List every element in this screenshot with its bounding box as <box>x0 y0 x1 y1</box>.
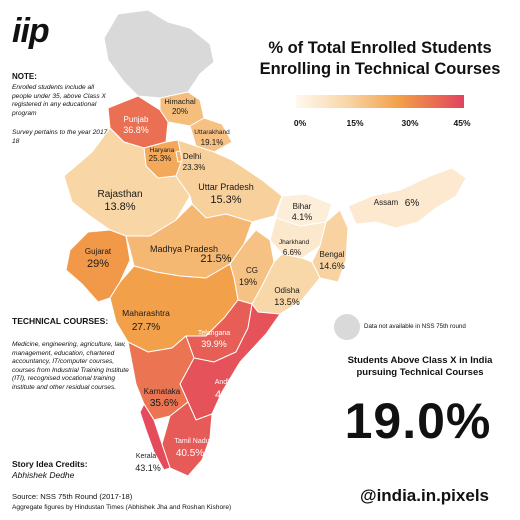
headline-stat-value: 19.0% <box>344 393 492 449</box>
source-note: Source: NSS 75th Round (2017-18) <box>12 492 133 501</box>
label-mp-name: Madhya Pradesh <box>150 244 218 254</box>
no-data-label: Data not available in NSS 75th round <box>364 323 466 330</box>
technical-courses-text: Medicine, engineering, agriculture, law,… <box>12 341 129 391</box>
aggregate-note: Aggregate figures by Hindustan Times (Ab… <box>12 504 232 511</box>
label-uttarakhand-value: 19.1% <box>201 138 224 147</box>
region-kashmir-no-data <box>103 9 215 99</box>
label-karnataka-value: 35.6% <box>150 398 178 409</box>
label-odisha-value: 13.5% <box>274 297 300 307</box>
label-up-value: 15.3% <box>210 194 241 206</box>
label-maharashtra-name: Maharashtra <box>122 308 170 318</box>
label-odisha-name: Odisha <box>274 286 300 295</box>
label-bihar-value: 4.1% <box>292 212 313 222</box>
label-delhi-name: Delhi <box>183 152 201 161</box>
label-kerala-value: 43.1% <box>135 463 161 473</box>
legend-tick-0: 0% <box>293 118 307 128</box>
label-cg-value: 19% <box>239 277 257 287</box>
label-telangana-name: Telangana <box>198 330 230 337</box>
note-heading: NOTE: <box>12 72 37 81</box>
label-rajasthan-name: Rajasthan <box>97 189 142 200</box>
no-data-swatch <box>334 314 360 340</box>
legend-tick-45: 45% <box>453 118 471 128</box>
label-cg-name: CG <box>246 266 258 275</box>
label-bengal-name: Bengal <box>320 250 345 259</box>
region-bengal <box>311 209 349 283</box>
label-bengal-value: 14.6% <box>319 261 345 271</box>
label-tamil-nadu-name: Tamil Nadu <box>174 438 209 445</box>
label-karnataka-name: Karnataka <box>144 387 181 396</box>
label-telangana-value: 39.9% <box>201 339 227 349</box>
label-up-name: Uttar Pradesh <box>198 182 254 192</box>
label-assam-name: Assam <box>374 198 399 207</box>
label-andhra-name: Andhra <box>215 379 238 386</box>
map-title: % of Total Enrolled Students Enrolling i… <box>259 39 501 78</box>
label-gujarat-name: Gujarat <box>85 247 112 256</box>
headline-stat-label: Students Above Class X in India pursuing… <box>347 355 493 378</box>
brand-handle: @india.in.pixels <box>360 486 489 505</box>
label-uttarakhand-name: Uttarakhand <box>194 129 230 136</box>
region-karnataka <box>127 335 195 421</box>
label-assam-value: 6% <box>405 198 420 209</box>
label-punjab-value: 36.8% <box>123 125 149 135</box>
label-haryana-name: Haryana <box>150 147 175 154</box>
legend-tick-15: 15% <box>346 118 364 128</box>
label-himachal-value: 20% <box>172 107 188 116</box>
label-andhra-value: 42% <box>215 389 237 401</box>
legend-gradient <box>296 95 464 108</box>
credits-name: Abhishek Dedhe <box>12 470 75 480</box>
label-jharkhand-value: 6.6% <box>283 248 301 257</box>
label-punjab-name: Punjab <box>124 115 149 124</box>
region-assam <box>347 167 467 229</box>
label-maharashtra-value: 27.7% <box>132 322 160 333</box>
label-mp-value: 21.5% <box>200 253 231 265</box>
region-jharkhand <box>269 217 327 259</box>
label-gujarat-value: 29% <box>87 258 109 270</box>
note-text-2: Survey pertains to the year 2017-18 <box>12 129 110 145</box>
label-kerala-name: Kerala <box>136 453 156 460</box>
brand-logo: iip <box>12 12 50 50</box>
label-rajasthan-value: 13.8% <box>104 201 135 213</box>
label-jharkhand-name: Jharkhand <box>279 239 310 246</box>
credits-heading: Story Idea Credits: <box>12 459 88 469</box>
label-delhi-value: 23.3% <box>183 163 206 172</box>
label-haryana-value: 25.3% <box>149 154 172 163</box>
technical-courses-heading: TECHNICAL COURSES: <box>12 316 109 326</box>
note-text-1: Enrolled students include all people und… <box>12 84 106 117</box>
label-bihar-name: Bihar <box>293 202 312 211</box>
label-himachal-name: Himachal <box>164 97 196 106</box>
legend-tick-30: 30% <box>401 118 419 128</box>
region-kerala <box>139 402 171 471</box>
label-tamil-nadu-value: 40.5% <box>176 448 204 459</box>
